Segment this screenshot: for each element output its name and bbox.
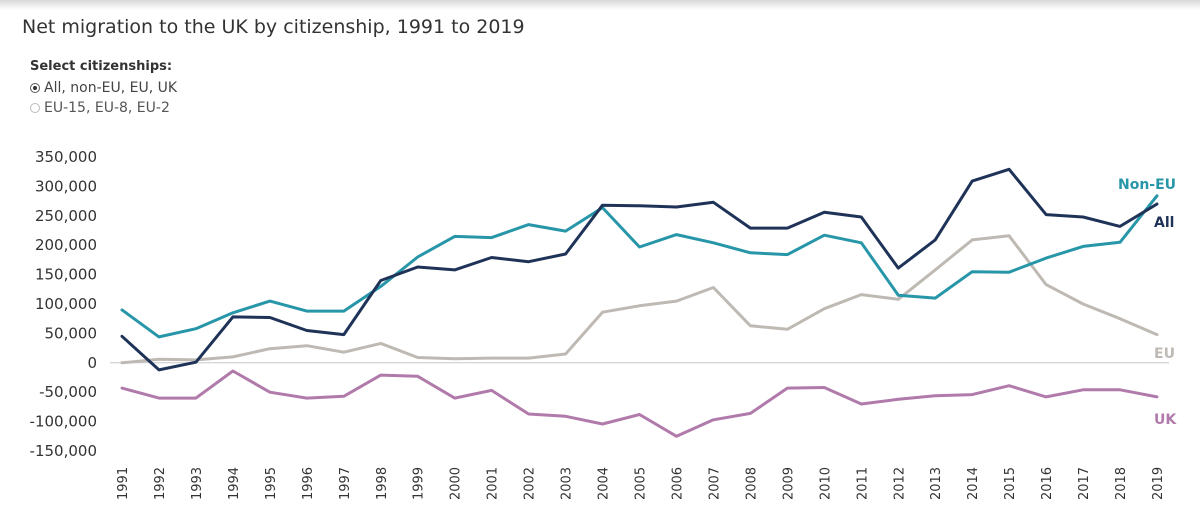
x-tick-label: 1995 (264, 467, 279, 500)
series-line-uk (120, 369, 1159, 438)
x-tick-label: 2007 (707, 467, 722, 500)
y-tick-label: 250,000 (35, 207, 97, 225)
x-tick-label: 2000 (449, 467, 464, 500)
x-tick-label: 1993 (190, 467, 205, 500)
x-tick-label: 2005 (634, 467, 649, 500)
x-tick-label: 2011 (855, 467, 870, 500)
x-tick-label: 1997 (338, 467, 353, 500)
option-label: All, non-EU, EU, UK (44, 80, 178, 96)
x-tick-label: 2004 (597, 467, 612, 500)
x-tick-label: 2017 (1077, 467, 1092, 500)
x-tick-label: 1994 (227, 467, 242, 500)
chart-title: Net migration to the UK by citizenship, … (22, 16, 525, 38)
y-tick-label: 0 (87, 354, 97, 372)
radio-unselected-icon[interactable] (30, 103, 40, 113)
x-tick-label: 2002 (523, 467, 538, 500)
y-tick-label: 150,000 (35, 266, 97, 284)
y-tick-label: 100,000 (35, 295, 97, 313)
x-tick-label: 1991 (116, 467, 131, 500)
top-shadow-bar (0, 0, 1200, 10)
citizenship-selector: Select citizenships: All, non-EU, EU, UK… (30, 59, 177, 118)
y-tick-label: -150,000 (30, 442, 97, 460)
x-tick-label: 2006 (670, 467, 685, 500)
series-line-all (120, 167, 1159, 372)
x-tick-label: 2013 (929, 467, 944, 500)
series-line-eu (120, 234, 1159, 365)
option-eu15-eu8-eu2[interactable]: EU-15, EU-8, EU-2 (30, 98, 177, 118)
x-tick-label: 1992 (153, 467, 168, 500)
option-label: EU-15, EU-8, EU-2 (44, 100, 170, 116)
x-tick-label: 1998 (375, 467, 390, 500)
x-tick-label: 2001 (486, 467, 501, 500)
y-tick-label: 350,000 (35, 148, 97, 166)
y-tick-label: 300,000 (35, 177, 97, 195)
x-tick-label: 1996 (301, 467, 316, 500)
x-tick-label: 2016 (1040, 467, 1055, 500)
x-tick-label: 2019 (1151, 467, 1166, 500)
selector-heading: Select citizenships: (30, 59, 173, 74)
y-tick-label: 50,000 (45, 324, 98, 342)
series-line-non-eu (120, 194, 1159, 339)
x-tick-label: 2014 (966, 467, 981, 500)
series-label-non-eu: Non-EU (1118, 177, 1176, 193)
series-label-eu: EU (1154, 346, 1175, 362)
series-label-uk: UK (1154, 412, 1177, 428)
y-tick-label: -100,000 (30, 413, 97, 431)
series-label-all: All (1154, 215, 1174, 231)
x-tick-label: 2008 (744, 467, 759, 500)
y-tick-label: 200,000 (35, 236, 97, 254)
x-tick-label: 1999 (412, 467, 427, 500)
radio-selected-icon[interactable] (30, 83, 40, 93)
x-tick-label: 2003 (560, 467, 575, 500)
x-tick-label: 2010 (818, 467, 833, 500)
x-tick-label: 2009 (781, 467, 796, 500)
x-tick-label: 2015 (1003, 467, 1018, 500)
x-tick-label: 2018 (1114, 467, 1129, 500)
x-tick-label: 2012 (892, 467, 907, 500)
y-tick-label: -50,000 (39, 383, 97, 401)
option-all-noneu-eu-uk[interactable]: All, non-EU, EU, UK (30, 78, 177, 98)
